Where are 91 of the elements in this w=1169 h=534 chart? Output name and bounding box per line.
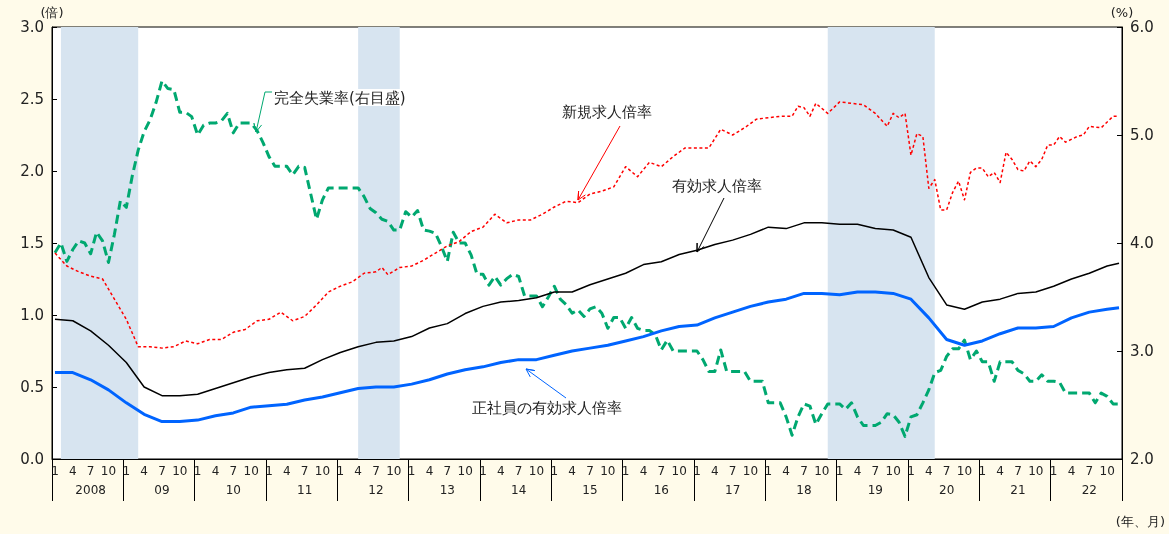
x-tick-label: 4 xyxy=(282,464,291,478)
x2-tick-label: 2008 xyxy=(75,483,106,497)
x-tick-label: 7 xyxy=(871,464,880,478)
x-tick-label: 1 xyxy=(193,464,202,478)
x-tick-label: 7 xyxy=(443,464,452,478)
x-tick-label: 10 xyxy=(100,464,117,478)
x2-tick-label: 18 xyxy=(796,483,812,497)
x2-tick-label: 19 xyxy=(867,483,883,497)
x-tick-label: 1 xyxy=(1049,464,1058,478)
x-tick-label: 4 xyxy=(853,464,862,478)
x-tick-label: 10 xyxy=(457,464,473,478)
x-tick-label: 4 xyxy=(211,464,220,478)
x-tick-label: 4 xyxy=(710,464,719,478)
x-tick-label: 10 xyxy=(956,464,973,478)
x-tick-label: 7 xyxy=(86,464,95,478)
x-tick-label: 4 xyxy=(68,464,77,478)
y2-axis-title: (%) xyxy=(1110,5,1134,20)
x-tick-label: 1 xyxy=(978,464,987,478)
x2-tick-label: 10 xyxy=(225,483,241,497)
x-tick-label: 7 xyxy=(586,464,594,478)
x-tick-label: 7 xyxy=(800,464,808,478)
y-axis-title: (倍) xyxy=(40,5,64,20)
series-label: 完全失業率(右目盛) xyxy=(274,88,406,107)
x-tick-label: 4 xyxy=(496,464,505,478)
x-tick-label: 4 xyxy=(782,464,790,478)
y-tick-label: 3.0 xyxy=(20,18,44,36)
x-tick-label: 7 xyxy=(942,464,951,478)
x-axis-title: (年、月) xyxy=(1115,514,1166,529)
x-tick-label: 10 xyxy=(600,464,616,478)
x-tick-label: 10 xyxy=(172,464,188,478)
x-tick-label: 1 xyxy=(336,464,345,478)
x-tick-label: 4 xyxy=(1067,464,1076,478)
x-tick-label: 7 xyxy=(657,464,666,478)
y-tick-label: 0.5 xyxy=(20,378,44,396)
x-tick-label: 10 xyxy=(314,464,331,478)
x-tick-label: 10 xyxy=(671,464,687,478)
y2-tick-label: 2.0 xyxy=(1130,450,1154,468)
legend-label: 正社員の有効求人倍率 xyxy=(472,398,622,417)
y-tick-label: 0.0 xyxy=(20,450,44,468)
x-tick-label: 10 xyxy=(1028,464,1044,478)
x-tick-label: 10 xyxy=(885,464,901,478)
x-tick-label: 7 xyxy=(229,464,238,478)
x-tick-label: 10 xyxy=(243,464,259,478)
x-tick-label: 10 xyxy=(528,464,545,478)
x-tick-label: 10 xyxy=(742,464,759,478)
x-tick-label: 7 xyxy=(728,464,737,478)
x2-tick-label: 17 xyxy=(725,483,741,497)
x-tick-label: 10 xyxy=(386,464,402,478)
y2-tick-label: 3.0 xyxy=(1130,342,1154,360)
x2-tick-label: 21 xyxy=(1010,483,1026,497)
x-tick-label: 7 xyxy=(372,464,380,478)
x-tick-label: 1 xyxy=(764,464,773,478)
x-tick-label: 4 xyxy=(140,464,148,478)
x-tick-label: 1 xyxy=(550,464,559,478)
x-tick-label: 1 xyxy=(407,464,416,478)
x2-tick-label: 13 xyxy=(439,483,455,497)
y-tick-label: 2.0 xyxy=(20,162,44,180)
x-tick-label: 4 xyxy=(924,464,933,478)
y-tick-label: 1.5 xyxy=(20,234,44,252)
x-tick-label: 7 xyxy=(300,464,309,478)
x2-tick-label: 15 xyxy=(582,483,598,497)
y2-tick-label: 5.0 xyxy=(1130,126,1154,144)
x2-tick-label: 20 xyxy=(939,483,955,497)
y2-tick-label: 4.0 xyxy=(1130,234,1154,252)
x-tick-label: 7 xyxy=(158,464,166,478)
line-series xyxy=(53,290,1121,424)
x-tick-label: 10 xyxy=(814,464,830,478)
x2-tick-label: 12 xyxy=(368,483,384,497)
x-tick-label: 4 xyxy=(425,464,434,478)
x2-tick-label: 11 xyxy=(297,483,313,497)
x-tick-label: 7 xyxy=(514,464,523,478)
text: 新規求人倍率 xyxy=(562,102,652,121)
x-tick-label: 7 xyxy=(1014,464,1022,478)
x2-tick-label: 22 xyxy=(1081,483,1097,497)
y2-tick-label: 6.0 xyxy=(1130,18,1154,36)
x-tick-label: 4 xyxy=(568,464,576,478)
y-tick-label: 1.0 xyxy=(20,306,44,324)
x-tick-label: 1 xyxy=(122,464,131,478)
x-tick-label: 1 xyxy=(835,464,844,478)
y-tick-label: 2.5 xyxy=(20,90,44,108)
x2-tick-label: 09 xyxy=(154,483,170,497)
x-tick-label: 4 xyxy=(639,464,648,478)
x-tick-label: 10 xyxy=(1099,464,1115,478)
text: 有効求人倍率 xyxy=(672,176,762,195)
x-tick-label: 7 xyxy=(1085,464,1094,478)
x2-tick-label: 16 xyxy=(653,483,669,497)
x-tick-label: 4 xyxy=(354,464,362,478)
x-tick-label: 4 xyxy=(996,464,1004,478)
line-series xyxy=(53,79,1121,438)
x-tick-label: 1 xyxy=(621,464,630,478)
x2-tick-label: 14 xyxy=(511,483,527,497)
